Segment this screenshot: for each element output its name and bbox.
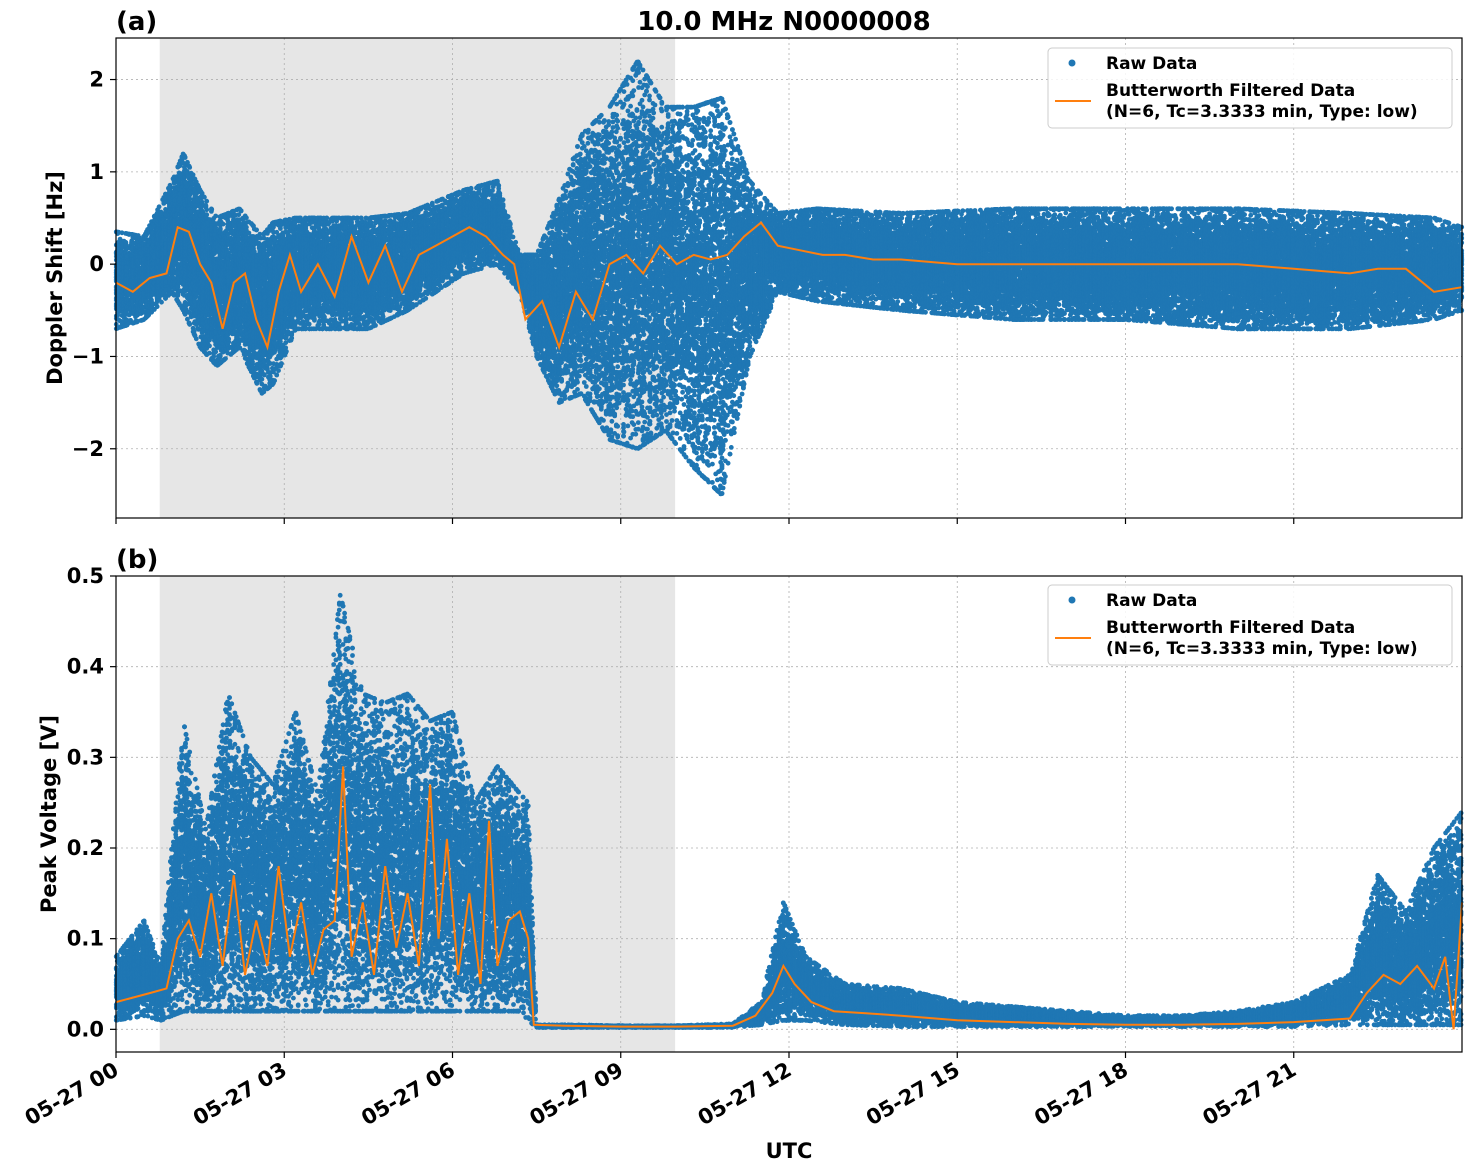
panel-a: 210−1−2 (a) 10.0 MHz N0000008 Doppler Sh…: [43, 7, 1464, 524]
raw-data-point: [149, 298, 154, 303]
